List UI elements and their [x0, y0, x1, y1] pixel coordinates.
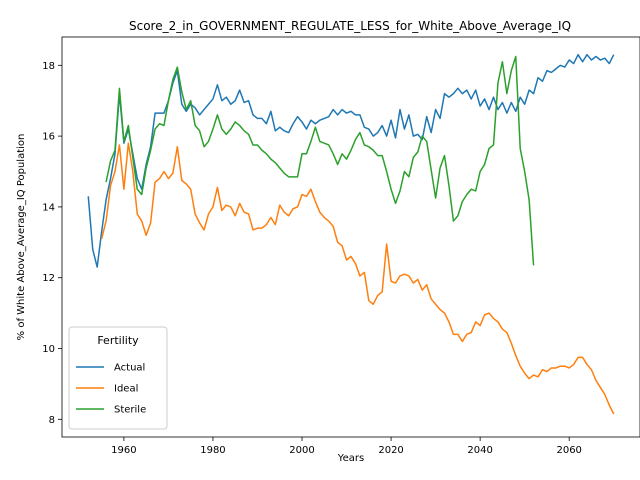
legend-box: [68, 326, 168, 430]
y-tick-label: 8: [49, 415, 55, 426]
y-tick-label: 16: [42, 132, 55, 143]
x-tick-label: 2020: [378, 445, 403, 456]
plot-frame: [61, 36, 640, 438]
series-line-ideal: [100, 142, 615, 415]
series-line-sterile: [105, 55, 535, 266]
y-tick-label: 18: [42, 61, 55, 72]
x-axis: 1960 1980 2000 2020 2040 2060: [111, 437, 582, 456]
x-axis-title: Years: [337, 453, 364, 464]
y-tick-label: 12: [42, 273, 55, 284]
x-tick-label: 2000: [289, 445, 314, 456]
legend-title: Fertility: [97, 334, 139, 347]
y-axis: 8 10 12 14 16 18: [42, 61, 62, 426]
x-tick-label: 1960: [111, 445, 136, 456]
y-tick-label: 14: [42, 202, 55, 213]
legend-label-sterile: Sterile: [114, 405, 146, 416]
y-tick-label: 10: [42, 344, 55, 355]
legend-label-ideal: Ideal: [114, 384, 138, 395]
series-line-actual: [87, 53, 615, 268]
x-tick-label: 2060: [556, 445, 581, 456]
x-tick-label: 1980: [200, 445, 225, 456]
legend: Fertility Actual Ideal Sterile: [68, 326, 168, 430]
legend-label-actual: Actual: [114, 363, 145, 374]
x-tick-label: 2040: [467, 445, 492, 456]
y-axis-title: % of White Above_Average_IQ Population: [16, 134, 27, 341]
chart-title: Score_2_in_GOVERNMENT_REGULATE_LESS_for_…: [129, 19, 571, 33]
series-layer: [87, 53, 615, 415]
